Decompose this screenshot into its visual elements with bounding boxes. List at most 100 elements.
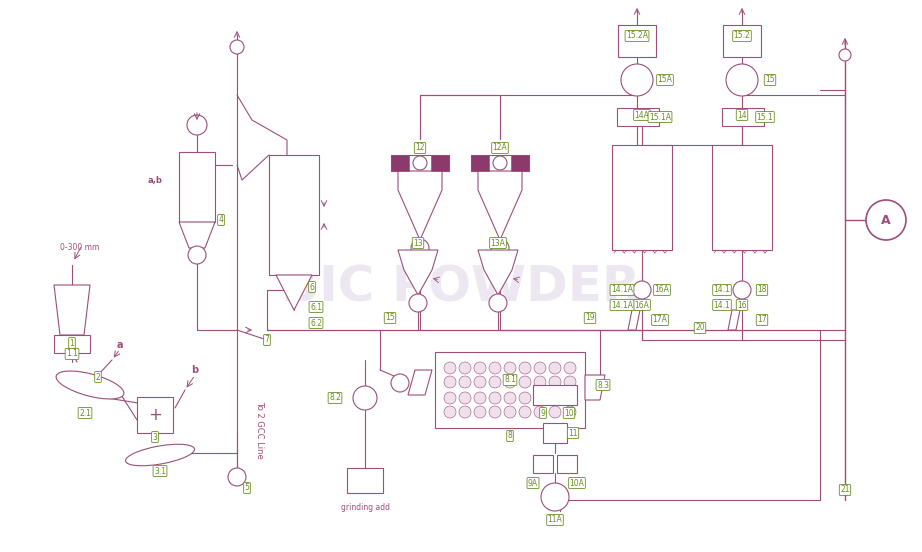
Circle shape (564, 406, 576, 418)
Circle shape (504, 392, 516, 404)
Polygon shape (728, 310, 740, 330)
Circle shape (230, 40, 244, 54)
Text: 6.2: 6.2 (310, 319, 322, 327)
Circle shape (459, 406, 471, 418)
Bar (269, 155, 319, 275)
Bar (347, 468, 383, 493)
Text: 15.1A: 15.1A (649, 113, 671, 121)
Text: a: a (117, 340, 124, 350)
Text: 9A: 9A (528, 479, 538, 487)
Text: 6: 6 (310, 283, 314, 291)
Ellipse shape (125, 444, 195, 466)
Text: 16: 16 (738, 300, 747, 310)
Circle shape (504, 406, 516, 418)
Text: 11: 11 (568, 428, 578, 438)
Circle shape (409, 294, 427, 312)
Circle shape (866, 200, 906, 240)
Circle shape (489, 376, 501, 388)
Text: A: A (881, 214, 891, 226)
Text: 3.1: 3.1 (154, 466, 166, 475)
Text: 8.2: 8.2 (329, 394, 341, 402)
Text: 2.1: 2.1 (79, 408, 91, 417)
Text: 14.1A: 14.1A (611, 300, 633, 310)
Circle shape (564, 392, 576, 404)
Circle shape (444, 406, 456, 418)
Text: 14.1: 14.1 (714, 285, 730, 295)
Text: 2: 2 (96, 373, 100, 381)
Bar (391, 155, 449, 171)
Circle shape (541, 483, 569, 511)
Text: 13: 13 (413, 238, 423, 247)
Polygon shape (398, 250, 438, 295)
Text: 17: 17 (757, 316, 767, 325)
Polygon shape (398, 171, 442, 240)
Text: b: b (192, 365, 198, 375)
Circle shape (444, 392, 456, 404)
Bar (557, 455, 577, 473)
Polygon shape (628, 310, 640, 330)
Circle shape (489, 362, 501, 374)
Text: 8.3: 8.3 (597, 380, 609, 390)
Text: 17A: 17A (653, 316, 668, 325)
Circle shape (534, 376, 546, 388)
Circle shape (491, 239, 509, 257)
Bar (391, 155, 409, 171)
Circle shape (549, 376, 561, 388)
Circle shape (621, 64, 653, 96)
Circle shape (444, 376, 456, 388)
Bar (543, 423, 567, 443)
Circle shape (474, 406, 486, 418)
Text: 18: 18 (757, 285, 767, 295)
Circle shape (444, 362, 456, 374)
Circle shape (633, 281, 651, 299)
Bar (179, 152, 215, 222)
Text: 7: 7 (265, 336, 269, 344)
Bar (533, 385, 577, 405)
Bar (511, 155, 529, 171)
Text: 16A: 16A (634, 300, 649, 310)
Text: grinding add: grinding add (340, 503, 389, 512)
Text: 6.1: 6.1 (310, 302, 322, 311)
Circle shape (474, 392, 486, 404)
Circle shape (519, 406, 531, 418)
Text: +: + (148, 406, 162, 424)
Circle shape (474, 376, 486, 388)
Polygon shape (276, 275, 312, 310)
Circle shape (474, 362, 486, 374)
Text: 14.1A: 14.1A (611, 285, 633, 295)
Text: 9: 9 (540, 408, 546, 417)
Text: 20: 20 (695, 323, 704, 332)
Polygon shape (478, 171, 522, 240)
Text: To 2 GCC Line: To 2 GCC Line (255, 401, 264, 459)
Circle shape (839, 49, 851, 61)
Circle shape (459, 392, 471, 404)
Circle shape (489, 294, 507, 312)
Bar (617, 108, 659, 126)
Bar (471, 155, 529, 171)
Circle shape (493, 156, 507, 170)
Circle shape (564, 376, 576, 388)
Bar (723, 25, 761, 57)
Circle shape (188, 246, 206, 264)
Bar (54, 335, 90, 353)
Circle shape (726, 64, 758, 96)
Polygon shape (585, 375, 605, 400)
Polygon shape (478, 250, 518, 295)
Circle shape (411, 239, 429, 257)
Circle shape (459, 376, 471, 388)
Text: 15.2: 15.2 (734, 31, 751, 40)
Circle shape (504, 362, 516, 374)
Text: 3: 3 (152, 433, 158, 442)
Bar (137, 397, 173, 433)
Bar (431, 155, 449, 171)
Circle shape (564, 362, 576, 374)
Bar (612, 145, 672, 250)
Text: 10A: 10A (570, 479, 585, 487)
Circle shape (187, 115, 207, 135)
Polygon shape (179, 222, 215, 248)
Bar (722, 108, 764, 126)
Circle shape (733, 281, 751, 299)
Circle shape (534, 406, 546, 418)
Text: 8.1: 8.1 (504, 375, 516, 385)
Text: 12: 12 (415, 144, 425, 152)
